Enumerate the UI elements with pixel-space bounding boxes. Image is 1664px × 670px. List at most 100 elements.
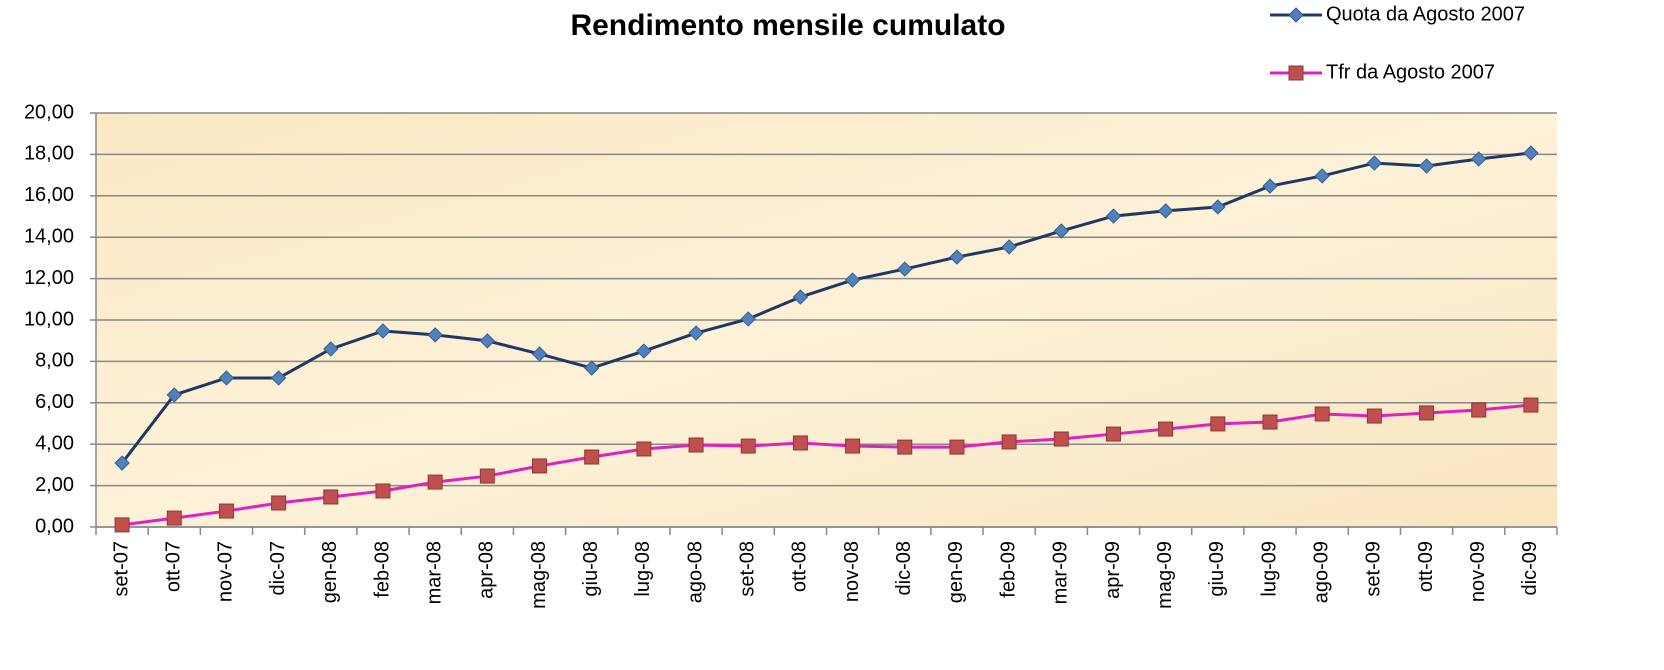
y-tick-label: 8,00	[35, 350, 74, 372]
x-tick-label: gen-08	[319, 541, 341, 603]
marker	[114, 517, 130, 533]
marker	[1288, 7, 1304, 23]
x-tick-label: giu-09	[1206, 541, 1228, 597]
x-tick-label: ott-07	[163, 541, 185, 592]
x-tick-label: mar-08	[423, 541, 445, 604]
marker	[1158, 421, 1174, 437]
legend-label: Quota da Agosto 2007	[1326, 3, 1525, 25]
marker	[1523, 145, 1539, 161]
marker	[897, 439, 913, 455]
marker	[844, 272, 861, 288]
x-tick-label: dic-08	[893, 541, 915, 595]
marker	[845, 438, 861, 454]
marker	[114, 455, 130, 471]
marker	[1001, 434, 1017, 450]
marker	[427, 327, 443, 343]
marker	[479, 468, 495, 484]
marker	[1366, 155, 1383, 171]
x-tick-label: set-09	[1363, 541, 1385, 597]
x-tick-label: apr-09	[1102, 541, 1124, 599]
marker	[1105, 208, 1122, 224]
legend-label: Tfr da Agosto 2007	[1326, 61, 1495, 83]
x-tick-label: lug-08	[632, 541, 654, 597]
marker	[1210, 199, 1226, 215]
marker	[1471, 402, 1487, 418]
marker	[323, 341, 339, 357]
marker	[218, 370, 235, 386]
marker	[479, 333, 496, 349]
marker	[218, 503, 234, 519]
marker	[375, 483, 391, 499]
marker	[532, 458, 548, 474]
marker	[792, 289, 809, 305]
series-line	[120, 151, 1532, 464]
marker	[1314, 406, 1330, 422]
x-tick-label: feb-09	[997, 541, 1019, 598]
x-tick-label: giu-08	[580, 541, 602, 597]
y-tick-label: 6,00	[35, 391, 74, 413]
marker	[636, 343, 652, 359]
marker	[1523, 397, 1539, 413]
y-tick-label: 18,00	[24, 143, 74, 165]
x-tick-label: dic-07	[267, 541, 289, 595]
marker	[166, 510, 182, 526]
y-tick-label: 20,00	[24, 101, 74, 123]
marker	[375, 323, 391, 339]
marker	[636, 441, 652, 457]
marker	[271, 495, 287, 511]
marker	[949, 249, 965, 265]
marker	[1105, 426, 1121, 442]
marker	[949, 439, 965, 455]
x-tick-label: ott-09	[1415, 541, 1437, 592]
marker	[584, 449, 600, 465]
marker	[688, 437, 704, 453]
marker	[1001, 239, 1017, 255]
marker	[1053, 223, 1070, 239]
marker	[270, 370, 287, 386]
marker	[531, 346, 548, 362]
y-tick-label: 12,00	[24, 267, 74, 289]
marker	[1419, 405, 1435, 421]
x-tick-label: nov-07	[215, 541, 237, 602]
marker	[897, 261, 913, 277]
x-tick-label: nov-09	[1467, 541, 1489, 602]
marker	[740, 438, 756, 454]
marker	[1053, 431, 1069, 447]
x-tick-label: ago-08	[684, 541, 706, 603]
x-tick-label: mag-09	[1154, 541, 1176, 609]
y-tick-label: 4,00	[35, 432, 74, 454]
marker	[1262, 178, 1278, 194]
y-tick-label: 0,00	[35, 515, 74, 537]
marker	[1262, 414, 1278, 430]
x-tick-label: ago-09	[1310, 541, 1332, 603]
marker	[323, 489, 339, 505]
series-line	[121, 403, 1532, 527]
y-tick-label: 14,00	[24, 225, 74, 247]
y-tick-label: 2,00	[35, 474, 74, 496]
marker	[1210, 416, 1226, 432]
marker	[740, 311, 756, 327]
x-tick-label: gen-09	[945, 541, 967, 603]
x-tick-label: mag-08	[528, 541, 550, 609]
y-tick-label: 10,00	[24, 308, 74, 330]
x-tick-label: nov-08	[841, 541, 863, 602]
x-tick-label: mar-09	[1050, 541, 1072, 604]
marker	[583, 360, 600, 376]
marker	[792, 435, 808, 451]
x-tick-label: ott-08	[789, 541, 811, 592]
marker	[688, 325, 704, 341]
x-tick-label: lug-09	[1258, 541, 1280, 597]
marker	[427, 474, 443, 490]
x-tick-label: dic-09	[1519, 541, 1541, 595]
marker	[1314, 168, 1330, 184]
x-tick-label: set-08	[737, 541, 759, 597]
marker	[1157, 203, 1174, 219]
x-tick-label: feb-08	[371, 541, 393, 598]
marker	[166, 387, 182, 403]
marker	[1418, 158, 1435, 174]
x-tick-label: set-07	[110, 541, 132, 597]
x-tick-label: apr-08	[476, 541, 498, 599]
y-tick-label: 16,00	[24, 184, 74, 206]
chart-title: Rendimento mensile cumulato	[570, 9, 1005, 42]
